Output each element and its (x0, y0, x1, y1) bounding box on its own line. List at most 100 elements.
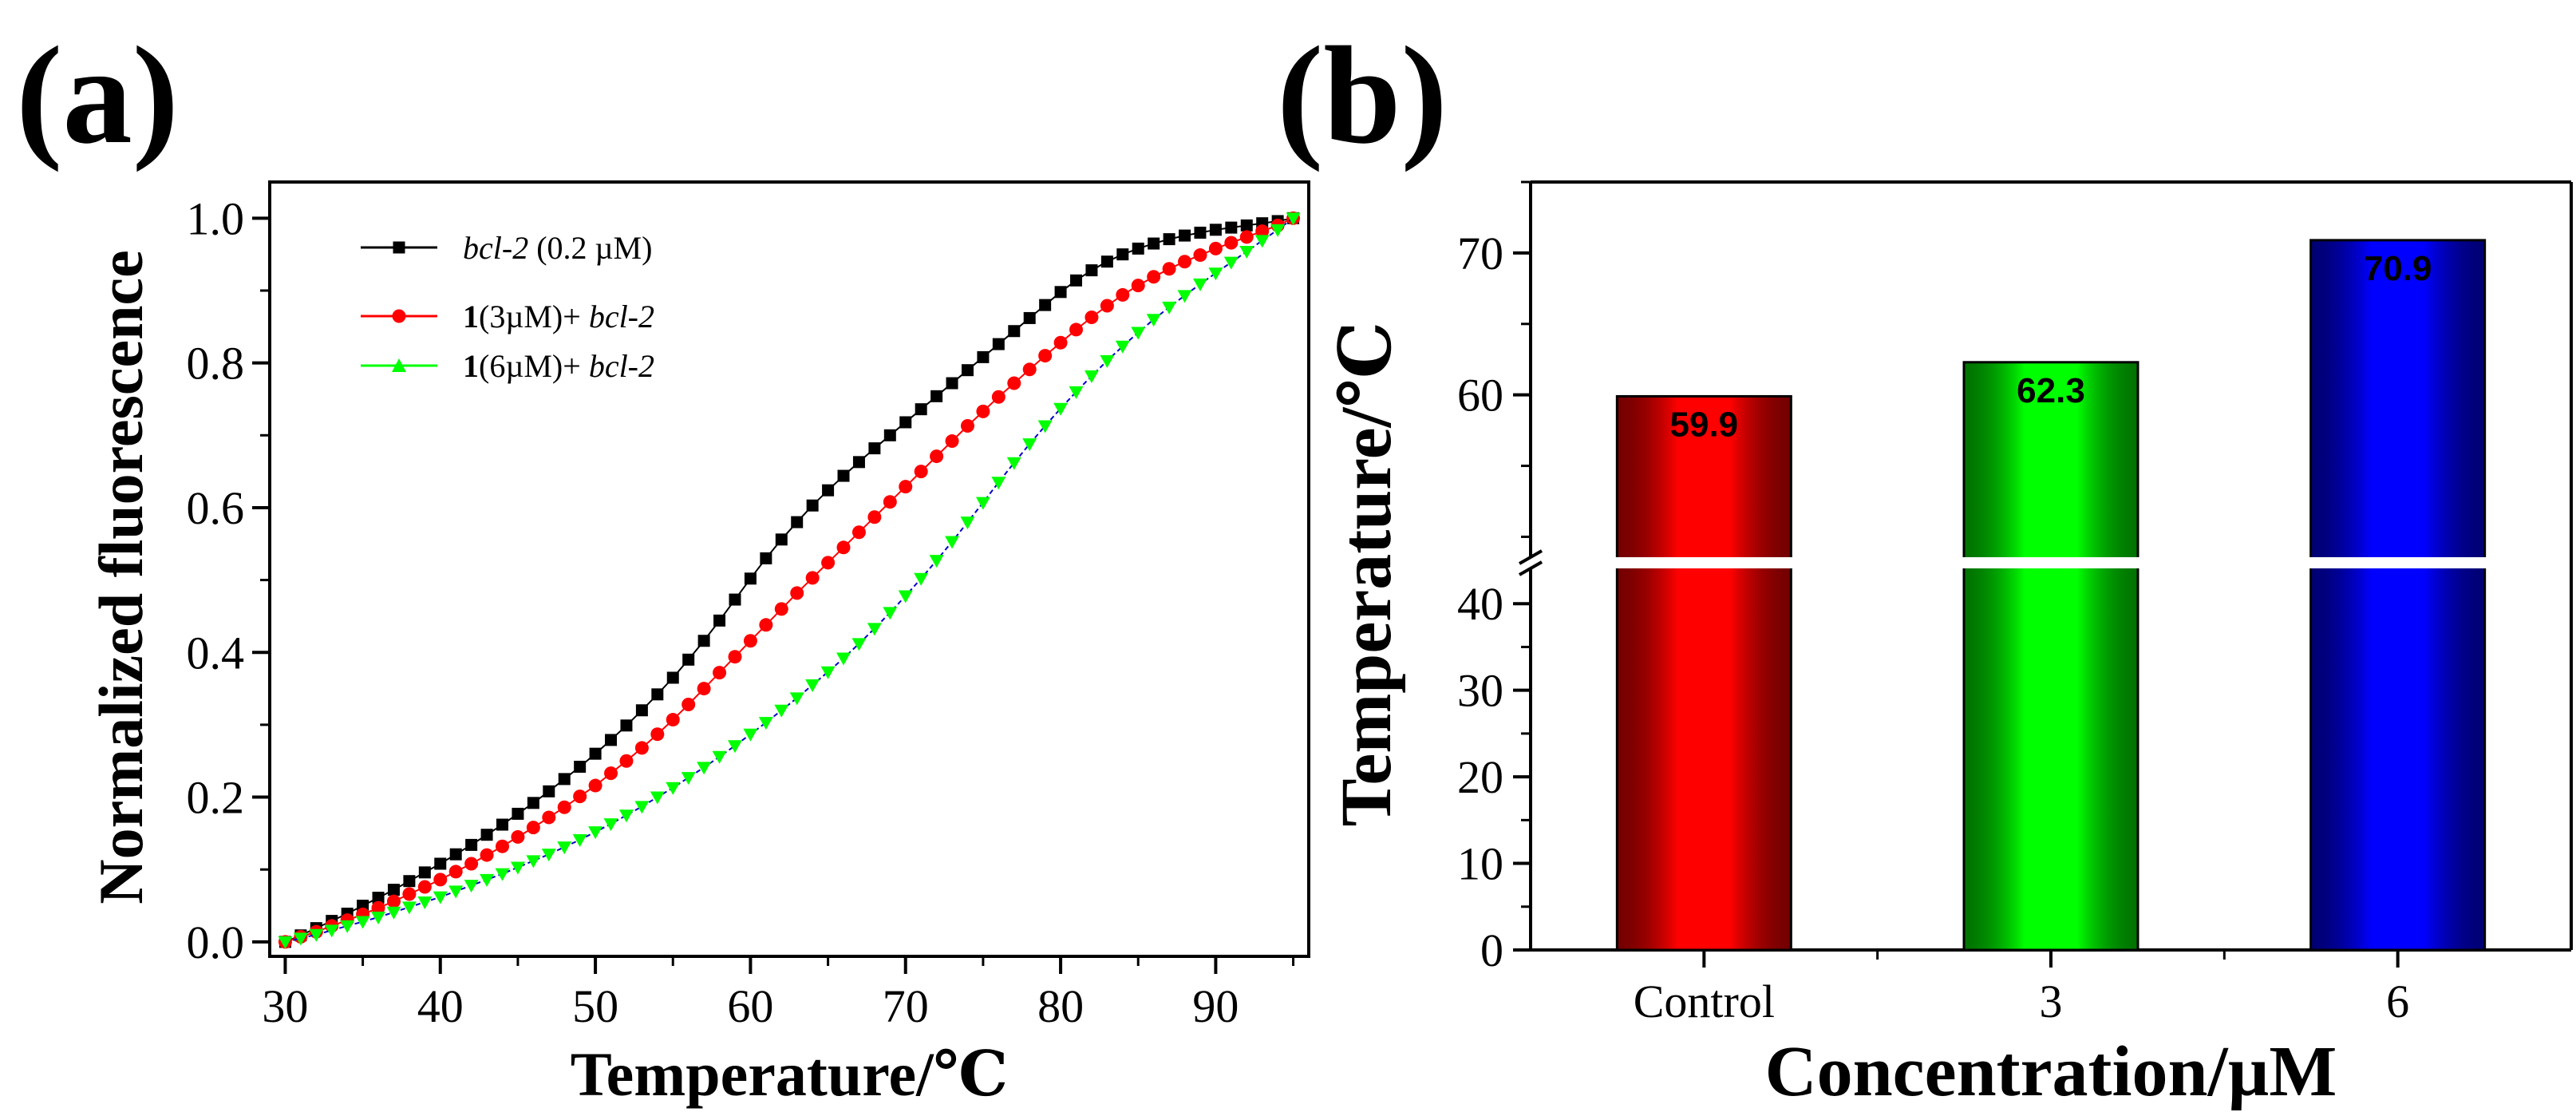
data-point-a-3 (634, 801, 650, 814)
data-point-a-3 (588, 826, 603, 840)
data-point-a-1 (977, 350, 990, 363)
data-point-a-3 (572, 834, 587, 848)
data-point-a-2 (1131, 279, 1145, 293)
data-point-a-2 (1147, 270, 1161, 284)
data-point-a-3 (448, 885, 464, 899)
data-point-a-1 (1054, 286, 1067, 299)
data-point-a-1 (574, 760, 587, 773)
data-point-a-1 (744, 572, 757, 585)
data-point-a-2 (1022, 362, 1037, 377)
y-tick-label-a: 0.0 (187, 916, 245, 968)
data-point-a-1 (899, 416, 912, 429)
x-tick-label-a: 90 (1192, 980, 1239, 1032)
data-point-a-2 (1178, 255, 1192, 269)
data-point-a-2 (743, 634, 757, 648)
data-point-a-3 (355, 916, 370, 929)
data-point-a-2 (1007, 376, 1021, 390)
data-point-a-1 (620, 719, 633, 732)
data-point-a-3 (433, 891, 448, 904)
data-point-a-1 (605, 734, 618, 746)
data-point-a-2 (960, 419, 974, 433)
data-point-a-1 (372, 892, 385, 904)
x-tick-label-a: 40 (417, 980, 464, 1032)
data-point-a-3 (1270, 224, 1286, 237)
data-point-a-1 (961, 364, 974, 377)
data-point-a-1 (1070, 274, 1083, 287)
bar-2: 62.3 (1961, 361, 2141, 952)
data-point-a-3 (401, 901, 417, 915)
data-point-a-2 (713, 666, 727, 680)
data-point-a-1 (1163, 233, 1175, 246)
data-point-a-1 (822, 484, 835, 497)
data-point-a-1 (852, 456, 865, 469)
data-point-a-3 (541, 849, 556, 862)
data-point-a-3 (495, 868, 510, 881)
series-a-3 (278, 212, 1301, 949)
data-point-a-1 (1039, 299, 1052, 311)
bar-break-gap (1961, 557, 2141, 568)
data-point-a-1 (1148, 237, 1160, 250)
x-axis-title-a: Temperature/℃ (571, 1039, 1008, 1109)
bar-shading (1615, 394, 1792, 952)
data-point-a-3 (914, 572, 929, 586)
data-point-a-1 (775, 533, 788, 546)
y-tick-label-b: 40 (1457, 578, 1503, 630)
panel-a-line-chart: 30 40 50 60 70 80 90 0.0 0.2 0.4 0.6 0.8 1.0 Temperat… (86, 180, 1310, 1109)
data-point-a-2 (1069, 323, 1084, 337)
data-point-a-3 (1146, 314, 1161, 327)
series-a-1 (279, 212, 1300, 948)
data-point-a-2 (634, 741, 649, 755)
data-point-a-2 (573, 790, 587, 804)
data-point-a-1 (946, 377, 958, 390)
x-axis-title-b: Concentration/µM (1765, 1032, 2337, 1111)
data-point-a-2 (666, 713, 680, 727)
data-point-a-2 (883, 495, 897, 509)
y-tick-label-a: 0.4 (187, 627, 245, 679)
legend-marker (392, 309, 406, 323)
data-point-a-2 (945, 434, 959, 449)
data-point-a-1 (1116, 248, 1129, 261)
data-point-a-3 (371, 912, 386, 925)
y-tick-label-a: 0.8 (187, 338, 245, 390)
data-point-a-2 (542, 810, 556, 825)
data-point-a-3 (929, 555, 944, 568)
data-point-a-2 (1100, 299, 1114, 313)
series-a-2 (278, 211, 1301, 949)
data-point-a-3 (1208, 267, 1223, 281)
data-point-a-2 (650, 727, 665, 742)
y-tick-label-a: 0.2 (187, 772, 245, 824)
data-point-a-1 (512, 807, 524, 820)
data-point-a-1 (480, 829, 493, 841)
data-point-a-3 (960, 516, 975, 530)
x-tick-label-b: 6 (2386, 976, 2409, 1027)
data-point-a-2 (1085, 311, 1099, 325)
data-point-a-2 (899, 480, 913, 494)
data-point-a-3 (1022, 438, 1037, 452)
data-point-a-3 (1037, 420, 1053, 433)
axis-break-mark (1519, 549, 1543, 565)
data-point-a-2 (1038, 349, 1053, 363)
data-point-a-1 (1008, 325, 1021, 338)
data-point-a-1 (713, 614, 726, 627)
data-point-a-3 (1131, 327, 1146, 340)
data-point-a-1 (729, 593, 741, 606)
data-point-a-2 (1208, 241, 1223, 255)
data-point-a-3 (1192, 278, 1207, 291)
data-point-a-2 (1239, 230, 1254, 244)
data-point-a-2 (991, 390, 1006, 404)
data-point-a-2 (682, 698, 696, 712)
data-point-a-1 (806, 499, 819, 512)
data-point-a-3 (883, 607, 898, 620)
data-point-a-2 (836, 540, 851, 555)
data-point-a-2 (417, 880, 432, 894)
data-point-a-2 (557, 800, 571, 814)
data-point-a-1 (1132, 242, 1144, 255)
data-point-a-1 (387, 884, 400, 896)
data-point-a-2 (867, 510, 882, 524)
data-point-a-2 (371, 900, 385, 915)
y-tick-label-a: 1.0 (187, 192, 245, 244)
data-point-a-1 (915, 403, 927, 416)
data-point-a-3 (836, 652, 851, 666)
data-point-a-3 (340, 920, 355, 933)
